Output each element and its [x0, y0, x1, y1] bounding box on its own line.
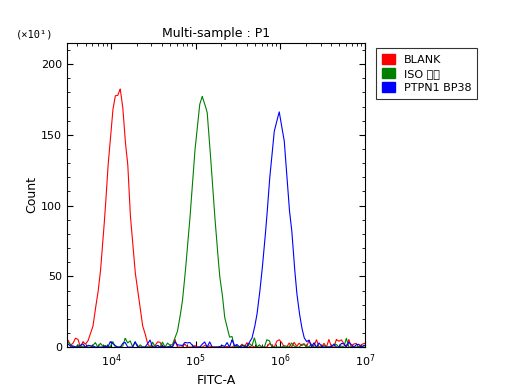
Text: (×10¹): (×10¹): [16, 30, 53, 40]
X-axis label: FITC-A: FITC-A: [196, 374, 235, 387]
Legend: BLANK, ISO 多抗, PTPN1 BP38: BLANK, ISO 多抗, PTPN1 BP38: [376, 48, 478, 99]
Y-axis label: Count: Count: [25, 177, 38, 213]
Title: Multi-sample : P1: Multi-sample : P1: [162, 27, 270, 40]
